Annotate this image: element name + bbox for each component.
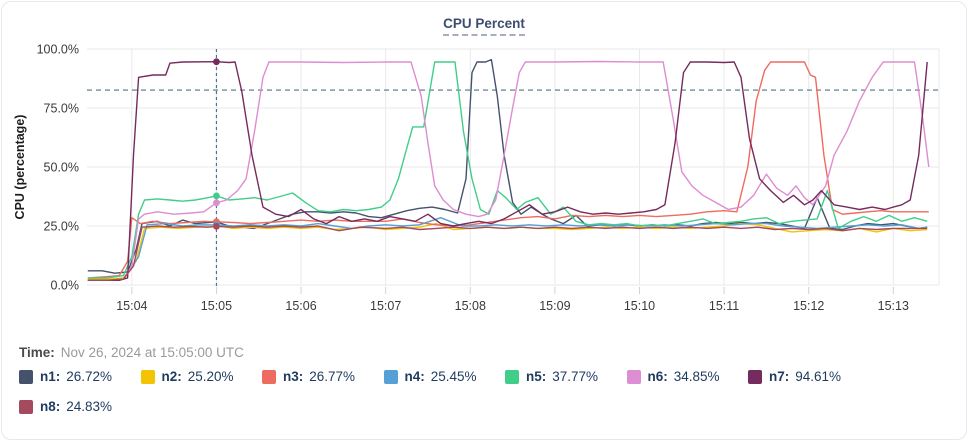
cpu-percent-line-chart[interactable]: 0.0% 25.0% 50.0% 75.0% 100.0% 15:04 15:05 15:06… [2, 2, 966, 320]
cursor-dot-n8 [213, 223, 220, 230]
x-tick-label: 15:10 [624, 299, 655, 313]
y-axis-title: CPU (percentage) [13, 114, 27, 220]
legend-value: 24.83% [66, 399, 113, 414]
cursor-dot-n5 [213, 192, 220, 200]
legend-item-n7[interactable]: n7: 94.61% [748, 369, 870, 384]
legend-item-n6[interactable]: n6: 34.85% [626, 369, 749, 384]
legend-label: n8: [40, 399, 61, 414]
legend-label: n7: [769, 369, 790, 384]
legend-value: 37.77% [552, 369, 599, 384]
series-line-n1 [87, 58, 928, 274]
chart-title-text[interactable]: CPU Percent [443, 16, 525, 36]
legend-value: 25.45% [430, 369, 477, 384]
series-line-n7 [87, 61, 928, 281]
series-line-n6 [87, 60, 930, 281]
chart-title: CPU Percent [2, 15, 966, 36]
legend-item-n3[interactable]: n3: 26.77% [262, 369, 384, 384]
y-tick-label: 100.0% [37, 43, 79, 57]
x-tick-label: 15:09 [539, 299, 570, 313]
legend-value: 25.20% [187, 369, 234, 384]
series-line-n4 [87, 216, 928, 281]
time-label: Time: [19, 345, 55, 360]
x-tick-label: 15:08 [455, 299, 486, 313]
y-tick-label: 50.0% [44, 161, 79, 175]
x-tick-label: 15:05 [201, 299, 232, 313]
legend-item-n2[interactable]: n2: 25.20% [140, 369, 263, 384]
y-tick-label: 25.0% [44, 220, 79, 234]
y-tick-label: 75.0% [44, 102, 79, 116]
series-line-n8 [87, 225, 928, 281]
legend-label: n2: [161, 369, 182, 384]
legend-item-n4[interactable]: n4: 25.45% [383, 369, 506, 384]
legend-value: 26.72% [66, 369, 113, 384]
legend-item-n5[interactable]: n5: 37.77% [505, 369, 627, 384]
legend-label: n1: [40, 369, 61, 384]
cursor-dot-n6 [213, 199, 220, 207]
series-line-n2 [87, 222, 928, 280]
legend-swatch-n6 [626, 369, 641, 384]
legend-swatch-n4 [383, 369, 398, 384]
x-tick-label: 15:07 [370, 299, 401, 313]
legend-swatch-n2 [140, 369, 155, 384]
x-tick-label: 15:11 [709, 299, 739, 313]
legend-label: n3: [283, 369, 304, 384]
legend-label: n4: [404, 369, 425, 384]
y-tick-label: 0.0% [51, 279, 80, 293]
legend-value: 94.61% [795, 369, 842, 384]
x-tick-label: 15:04 [116, 299, 147, 313]
time-value: Nov 26, 2024 at 15:05:00 UTC [60, 345, 244, 360]
cursor-time-row: Time: Nov 26, 2024 at 15:05:00 UTC [19, 345, 244, 360]
x-tick-label: 15:06 [285, 299, 316, 313]
legend-item-n1[interactable]: n1: 26.72% [19, 369, 141, 384]
legend-label: n5: [526, 369, 547, 384]
legend-swatch-n3 [262, 369, 276, 384]
legend-value: 34.85% [673, 369, 720, 384]
legend-swatch-n1 [19, 369, 33, 384]
legend-value: 26.77% [309, 369, 356, 384]
legend-swatch-n5 [505, 369, 519, 384]
legend-swatch-n7 [748, 369, 762, 384]
chart-legend: n1: 26.72% n2: 25.20% n3: 26.77% n4: 25.45% n5: 3… [19, 369, 949, 414]
legend-label: n6: [647, 369, 668, 384]
legend-swatch-n8 [19, 399, 33, 414]
x-tick-label: 15:13 [878, 299, 909, 313]
legend-item-n8[interactable]: n8: 24.83% [19, 399, 141, 414]
series-line-n5 [87, 61, 928, 279]
cursor-dot-n7 [213, 58, 220, 66]
x-tick-label: 15:12 [793, 299, 824, 313]
series-line-n3 [87, 61, 929, 279]
